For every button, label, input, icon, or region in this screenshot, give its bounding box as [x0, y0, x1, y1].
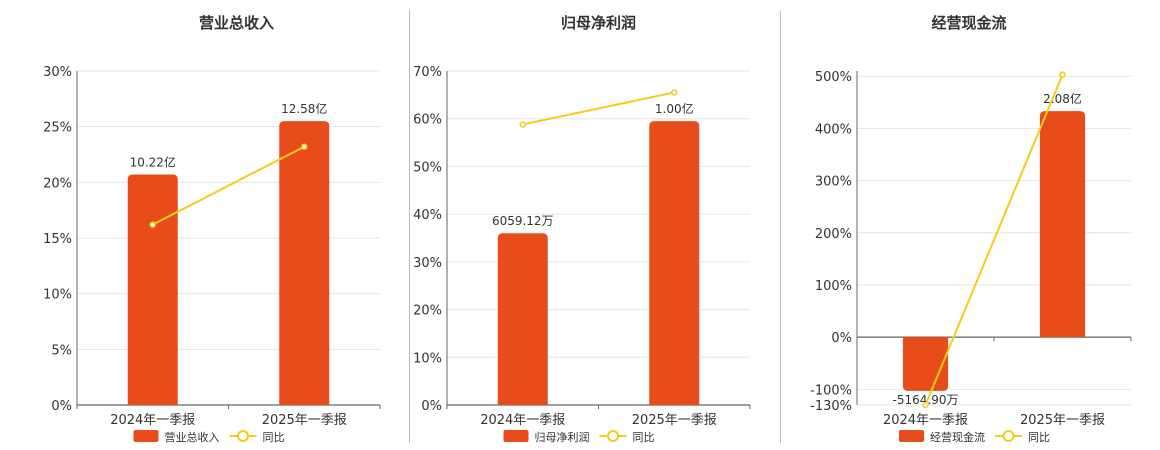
- chart-svg-cash-flow: 经营现金流 -130%-100% 0% 100% 200% 300% 400% 500% -51…: [810, 14, 1132, 444]
- bar: [279, 121, 330, 405]
- y-tick-label: -130%: [810, 399, 852, 414]
- bar: [902, 337, 949, 391]
- y-tick-label: 20%: [43, 176, 72, 191]
- legend-label-bar: 经营现金流: [930, 430, 985, 444]
- bar-value-label: 12.58亿: [281, 101, 327, 116]
- bar: [649, 121, 700, 405]
- y-tick-label: 0%: [421, 399, 442, 414]
- legend-swatch-bar: [899, 430, 924, 442]
- x-tick-label: 2025年一季报: [262, 413, 347, 428]
- y-tick-label: 0%: [51, 399, 72, 414]
- bar-value-label: -5164.90万: [893, 393, 959, 407]
- yoy-point: [301, 143, 308, 150]
- y-tick-label: 200%: [815, 227, 852, 242]
- x-tick-label: 2024年一季报: [883, 413, 968, 428]
- x-tick-label: 2025年一季报: [1020, 413, 1105, 428]
- chart-title: 营业总收入: [199, 14, 274, 32]
- y-tick-label: 30%: [413, 256, 442, 271]
- yoy-point: [519, 121, 526, 128]
- legend-swatch-marker: [607, 430, 619, 442]
- chart-svg-revenue: 营业总收入 0% 5% 10% 15% 20% 25% 30% 10.22亿 12.58亿 2024…: [43, 14, 381, 444]
- legend-label-line: 同比: [263, 431, 285, 444]
- bar: [1039, 111, 1086, 338]
- chart-title: 归母净利润: [561, 14, 636, 32]
- y-tick-label: 60%: [413, 113, 442, 128]
- yoy-line: [522, 91, 675, 126]
- yoy-point: [1059, 71, 1066, 78]
- chart-panel-net-profit: 归母净利润 0% 10% 20% 30% 40% 50% 60% 70% 6059.12万 1.00…: [410, 0, 780, 450]
- yoy-point: [922, 401, 929, 409]
- chart-title: 经营现金流: [931, 14, 1006, 32]
- y-tick-label: 300%: [815, 175, 852, 190]
- bar-value-label: 10.22亿: [130, 155, 176, 170]
- y-tick-label: 10%: [43, 288, 72, 303]
- y-tick-label: 15%: [43, 232, 72, 247]
- yoy-line: [924, 74, 1064, 406]
- legend-label-line: 同比: [1028, 431, 1050, 444]
- y-tick-label: 500%: [815, 70, 852, 85]
- y-tick-label: 70%: [413, 65, 442, 80]
- panel-divider: [409, 10, 410, 443]
- legend-label-bar: 归母净利润: [535, 430, 590, 444]
- y-tick-label: 50%: [413, 160, 442, 175]
- bar: [127, 174, 178, 405]
- bar-value-label: 1.00亿: [655, 101, 694, 116]
- y-tick-label: 0%: [831, 331, 852, 346]
- legend-swatch-marker: [1002, 430, 1015, 442]
- legend-label-line: 同比: [633, 431, 655, 444]
- chart-panel-cash-flow: 经营现金流 -130% -100% 0% 100% 200% 300% 400% 500% -51…: [781, 0, 1151, 450]
- bar-value-label: 2.08亿: [1043, 91, 1082, 106]
- legend-swatch-marker: [237, 430, 249, 442]
- bar: [497, 233, 548, 405]
- bar-value-label: 6059.12万: [492, 214, 554, 228]
- legend-swatch-bar: [133, 430, 159, 442]
- y-tick-label: 25%: [43, 121, 72, 136]
- legend-label-bar: 营业总收入: [165, 430, 220, 444]
- chart-panel-revenue: 营业总收入 0% 5% 10% 15% 20% 25% 30% 10.22亿 12.58亿 2024…: [40, 0, 410, 450]
- panel-divider: [780, 10, 781, 443]
- x-tick-label: 2024年一季报: [110, 413, 195, 428]
- yoy-point: [671, 89, 678, 96]
- y-tick-label: 400%: [815, 122, 852, 137]
- y-tick-label: 40%: [413, 208, 442, 223]
- y-tick-label: 5%: [51, 343, 72, 358]
- x-tick-label: 2025年一季报: [632, 413, 717, 428]
- legend-swatch-bar: [503, 430, 529, 442]
- chart-svg-net-profit: 归母净利润 0% 10% 20% 30% 40% 50% 60% 70% 6059.12万 1.00…: [413, 14, 751, 444]
- x-tick-label: 2024年一季报: [480, 413, 565, 428]
- y-tick-label: 100%: [815, 279, 852, 294]
- yoy-line: [152, 145, 305, 226]
- yoy-point: [149, 221, 156, 228]
- y-tick-label: 10%: [413, 351, 442, 366]
- y-tick-label: 20%: [413, 304, 442, 319]
- y-tick-label: 30%: [43, 65, 72, 80]
- y-tick-label: -100%: [810, 383, 852, 398]
